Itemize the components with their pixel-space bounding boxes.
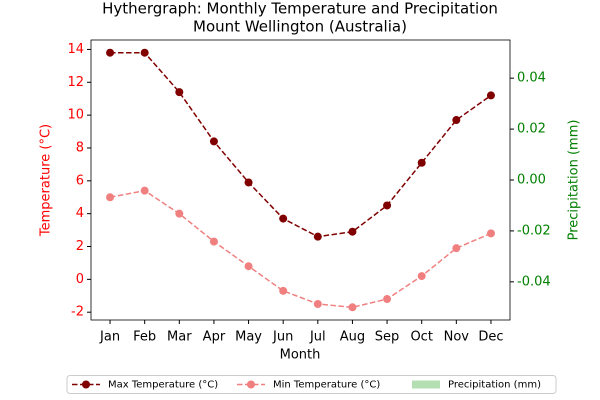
y2-tick-label: 0.02 <box>517 122 546 137</box>
x-tick-label: Aug <box>340 330 365 345</box>
x-tick-label: Jul <box>309 330 326 345</box>
y-tick-label: -2 <box>71 305 84 320</box>
legend-box <box>66 375 557 394</box>
chart-title: Hythergraph: Monthly Temperature and Pre… <box>102 0 498 18</box>
marker <box>417 158 426 167</box>
y-tick-label: 12 <box>67 75 84 90</box>
legend-marker <box>247 380 255 389</box>
marker <box>348 227 357 236</box>
y2-tick-label: 0.00 <box>517 173 546 188</box>
x-axis-label: Month <box>280 348 321 363</box>
marker <box>417 272 426 281</box>
y-tick-label: 4 <box>76 206 84 221</box>
legend-label: Min Temperature (°C) <box>273 380 380 391</box>
plot-frame <box>90 39 511 321</box>
marker <box>313 299 322 308</box>
legend-label: Precipitation (mm) <box>448 380 541 391</box>
marker <box>244 178 253 187</box>
y-axis-label: Temperature (°C) <box>39 124 54 237</box>
line <box>110 51 492 238</box>
x-tick-label: Jan <box>99 330 120 345</box>
x-tick-label: Sep <box>375 330 400 345</box>
x-tick-label: Mar <box>167 330 192 345</box>
marker <box>452 116 461 125</box>
marker <box>175 209 184 218</box>
marker <box>313 232 322 241</box>
marker <box>209 237 218 246</box>
legend-swatch <box>412 380 440 389</box>
x-tick-label: Oct <box>410 330 432 345</box>
x-tick-label: May <box>235 330 262 345</box>
marker <box>383 295 392 304</box>
marker <box>106 48 115 57</box>
marker <box>486 91 495 100</box>
line <box>109 189 492 309</box>
legend: Max Temperature (°C) Min Temperature (°C)… <box>66 375 557 394</box>
y2-axis-label: Precipitation (mm) <box>567 120 582 241</box>
marker <box>140 48 149 57</box>
x-tick-label: Feb <box>133 330 156 345</box>
x-tick-label: Nov <box>444 330 470 345</box>
marker <box>383 201 392 210</box>
legend-marker <box>82 380 90 389</box>
y2-tick-label: -0.04 <box>517 274 551 289</box>
chart-subtitle: Mount Wellington (Australia) <box>193 18 407 36</box>
y-tick-label: 6 <box>76 173 84 188</box>
marker <box>106 193 115 202</box>
marker <box>175 88 184 97</box>
marker <box>244 262 253 271</box>
marker <box>452 244 461 253</box>
y-tick-label: 0 <box>76 272 84 287</box>
y-tick-label: 14 <box>67 42 84 57</box>
marker <box>279 214 288 223</box>
marker <box>209 137 218 146</box>
legend-label: Max Temperature (°C) <box>108 380 218 391</box>
marker <box>348 303 357 312</box>
marker <box>486 229 495 238</box>
x-tick-label: Dec <box>478 330 503 345</box>
y2-tick-label: -0.02 <box>517 223 551 238</box>
y-tick-label: 10 <box>67 108 84 123</box>
marker <box>140 186 149 195</box>
y-tick-label: 2 <box>76 239 84 254</box>
y-tick-label: 8 <box>76 140 84 155</box>
marker <box>279 286 288 295</box>
x-tick-label: Jun <box>272 330 293 345</box>
y2-tick-label: 0.04 <box>517 71 546 86</box>
x-tick-label: Apr <box>203 330 226 345</box>
